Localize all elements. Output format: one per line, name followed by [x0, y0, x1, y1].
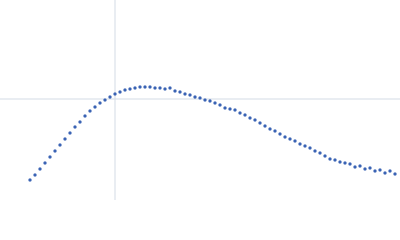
point — [158, 86, 162, 90]
point — [88, 109, 92, 113]
point — [218, 103, 222, 107]
point — [128, 87, 132, 91]
point — [208, 99, 212, 103]
point — [123, 88, 127, 92]
point — [173, 89, 177, 93]
point — [113, 92, 117, 96]
point — [283, 135, 287, 139]
point — [183, 92, 187, 96]
point — [293, 139, 297, 143]
point — [73, 125, 77, 129]
point — [58, 143, 62, 147]
point — [238, 111, 242, 115]
point — [298, 142, 302, 146]
point — [93, 105, 97, 109]
point — [318, 151, 322, 155]
point — [248, 116, 252, 120]
chart — [0, 0, 400, 200]
point — [233, 108, 237, 112]
point — [178, 90, 182, 94]
point — [213, 101, 217, 105]
point — [323, 154, 327, 158]
point — [303, 144, 307, 148]
point — [153, 86, 157, 90]
point — [348, 162, 352, 166]
point — [388, 169, 392, 173]
point — [313, 149, 317, 153]
point — [328, 157, 332, 161]
point — [78, 120, 82, 124]
point — [83, 114, 87, 118]
point — [103, 98, 107, 102]
point — [143, 85, 147, 89]
point — [193, 95, 197, 99]
point — [203, 98, 207, 102]
point — [148, 85, 152, 89]
point — [268, 127, 272, 131]
point — [68, 131, 72, 135]
point — [188, 93, 192, 97]
point — [98, 101, 102, 105]
point — [243, 113, 247, 117]
point — [258, 121, 262, 125]
point — [378, 168, 382, 172]
point — [38, 167, 42, 171]
point — [48, 155, 52, 159]
point — [138, 85, 142, 89]
point — [333, 158, 337, 162]
point — [393, 172, 397, 176]
point — [33, 173, 37, 177]
point — [338, 160, 342, 164]
point — [133, 86, 137, 90]
point — [278, 132, 282, 136]
point — [53, 149, 57, 153]
point — [308, 146, 312, 150]
point — [118, 90, 122, 94]
point — [353, 165, 357, 169]
point — [373, 169, 377, 173]
point — [228, 107, 232, 111]
point — [63, 137, 67, 141]
point — [168, 86, 172, 90]
point — [28, 178, 32, 182]
point — [253, 118, 257, 122]
point — [273, 129, 277, 133]
point — [43, 161, 47, 165]
point — [223, 106, 227, 110]
point — [368, 166, 372, 170]
point — [288, 137, 292, 141]
point — [198, 96, 202, 100]
point — [363, 167, 367, 171]
point — [358, 164, 362, 168]
point — [383, 171, 387, 175]
point — [108, 95, 112, 99]
point — [343, 161, 347, 165]
point — [263, 124, 267, 128]
point — [163, 87, 167, 91]
